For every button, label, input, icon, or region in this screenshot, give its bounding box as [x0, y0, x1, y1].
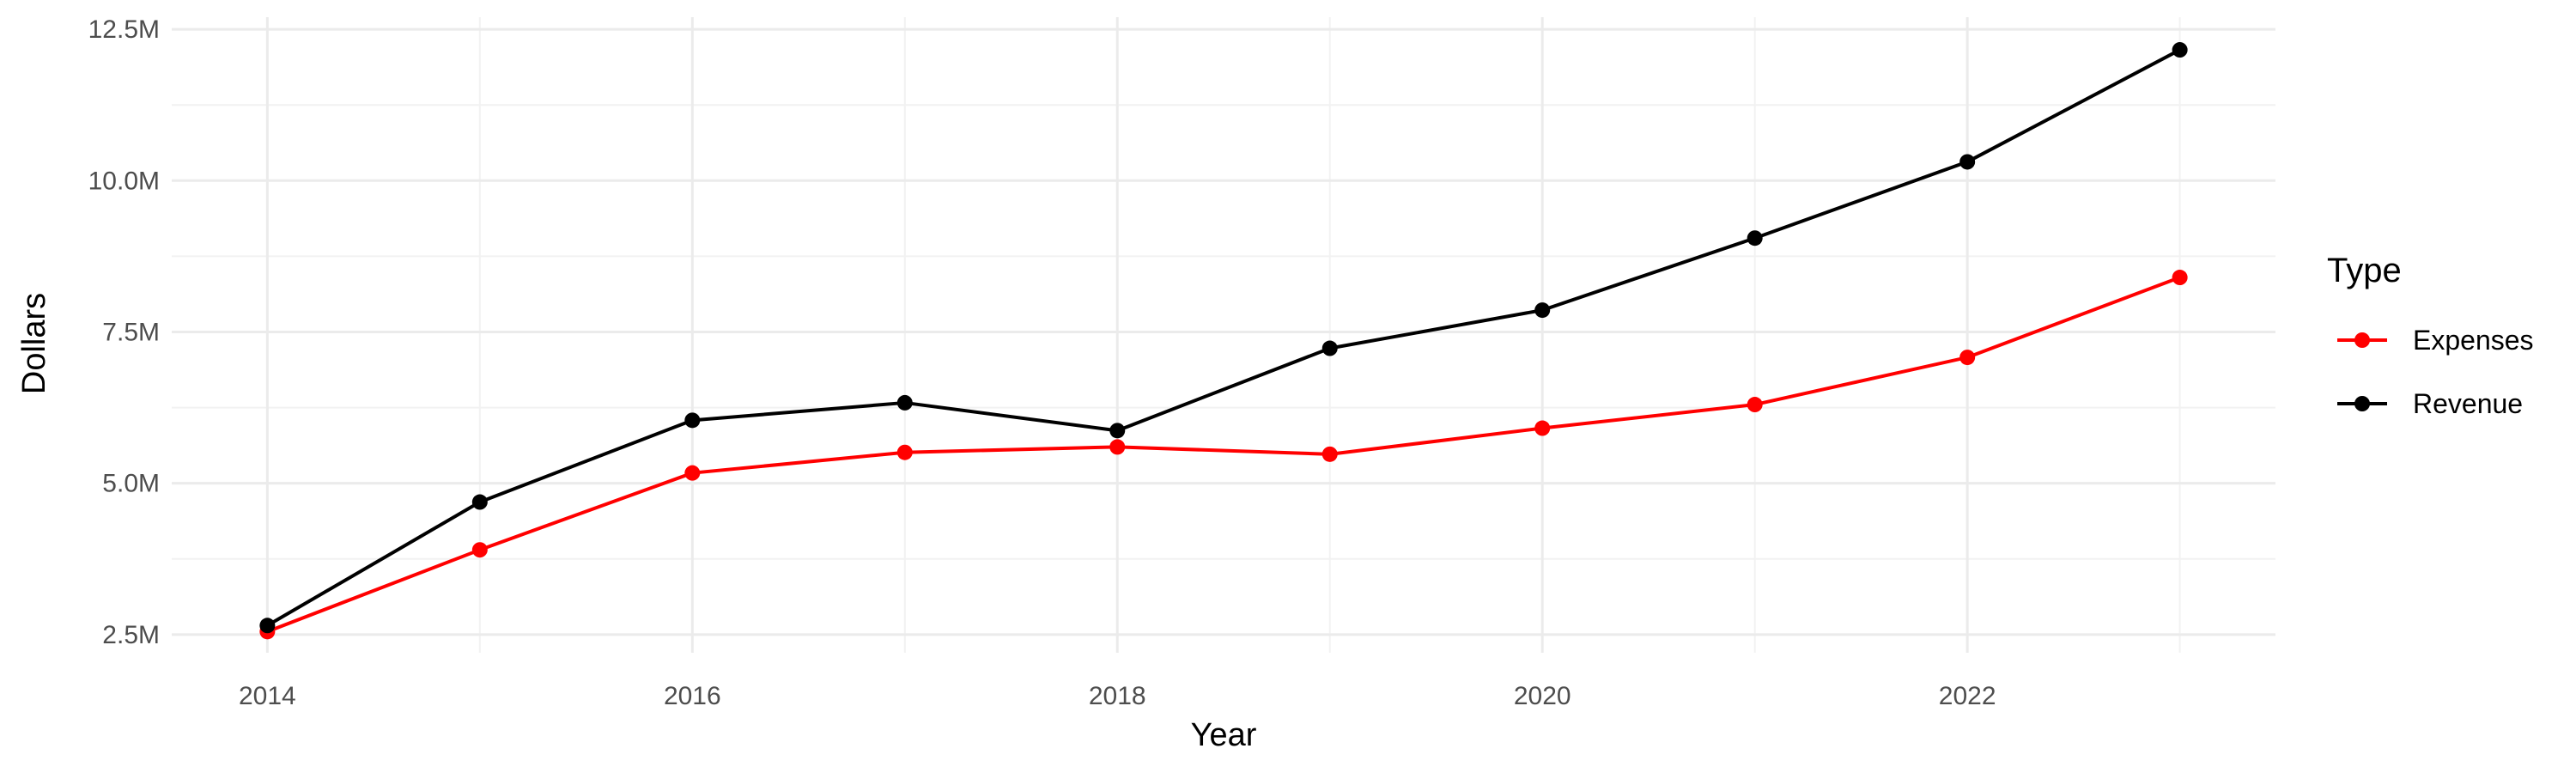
- legend-item-expenses: Expenses: [2337, 325, 2534, 356]
- x-tick-label: 2014: [239, 682, 296, 710]
- y-tick-label: 12.5M: [88, 15, 160, 44]
- series-line-expenses: [266, 276, 2181, 634]
- y-tick-label: 2.5M: [102, 621, 160, 649]
- legend-title: Type: [2327, 252, 2402, 289]
- legend-items: Expenses Revenue: [2337, 325, 2534, 419]
- data-point-revenue: [1534, 302, 1551, 319]
- data-point-revenue: [684, 412, 701, 429]
- data-points: [259, 42, 2188, 640]
- data-point-expenses: [471, 542, 488, 558]
- y-tick-label: 10.0M: [88, 167, 160, 195]
- x-tick-label: 2016: [664, 682, 721, 710]
- x-tick-label: 2020: [1514, 682, 1571, 710]
- x-tick-label: 2018: [1089, 682, 1146, 710]
- series-line-revenue: [266, 48, 2181, 628]
- data-point-expenses: [1747, 397, 1763, 413]
- x-axis-title: Year: [1191, 717, 1257, 753]
- data-point-expenses: [1959, 350, 1976, 366]
- legend-item-revenue: Revenue: [2337, 388, 2523, 419]
- data-point-expenses: [896, 444, 913, 460]
- y-tick-label: 7.5M: [102, 318, 160, 346]
- data-point-revenue: [259, 618, 276, 634]
- y-axis-title: Dollars: [16, 293, 52, 394]
- legend-label: Revenue: [2413, 388, 2523, 419]
- tick-labels: 2014 2016 2018 2020 2022 2.5M 5.0M 7.5M 10.0M 12.…: [88, 15, 1996, 710]
- legend-key-point: [2354, 396, 2370, 411]
- x-tick-label: 2022: [1939, 682, 1996, 710]
- legend: Type Expenses Revenue: [2327, 252, 2534, 419]
- data-point-expenses: [1321, 446, 1338, 462]
- data-point-revenue: [1109, 423, 1126, 439]
- data-point-revenue: [2172, 42, 2188, 58]
- data-point-revenue: [1959, 154, 1976, 170]
- data-point-expenses: [2172, 270, 2188, 286]
- grid-lines: [172, 17, 2275, 653]
- legend-key-point: [2354, 332, 2370, 348]
- y-tick-label: 5.0M: [102, 470, 160, 498]
- data-point-revenue: [1747, 230, 1763, 247]
- legend-label: Expenses: [2413, 325, 2534, 356]
- series-lines: [266, 48, 2181, 634]
- data-point-revenue: [896, 394, 913, 411]
- data-point-expenses: [684, 465, 701, 481]
- data-point-revenue: [471, 494, 488, 510]
- data-point-revenue: [1321, 340, 1338, 356]
- data-point-expenses: [1534, 420, 1551, 436]
- data-point-expenses: [1109, 439, 1126, 455]
